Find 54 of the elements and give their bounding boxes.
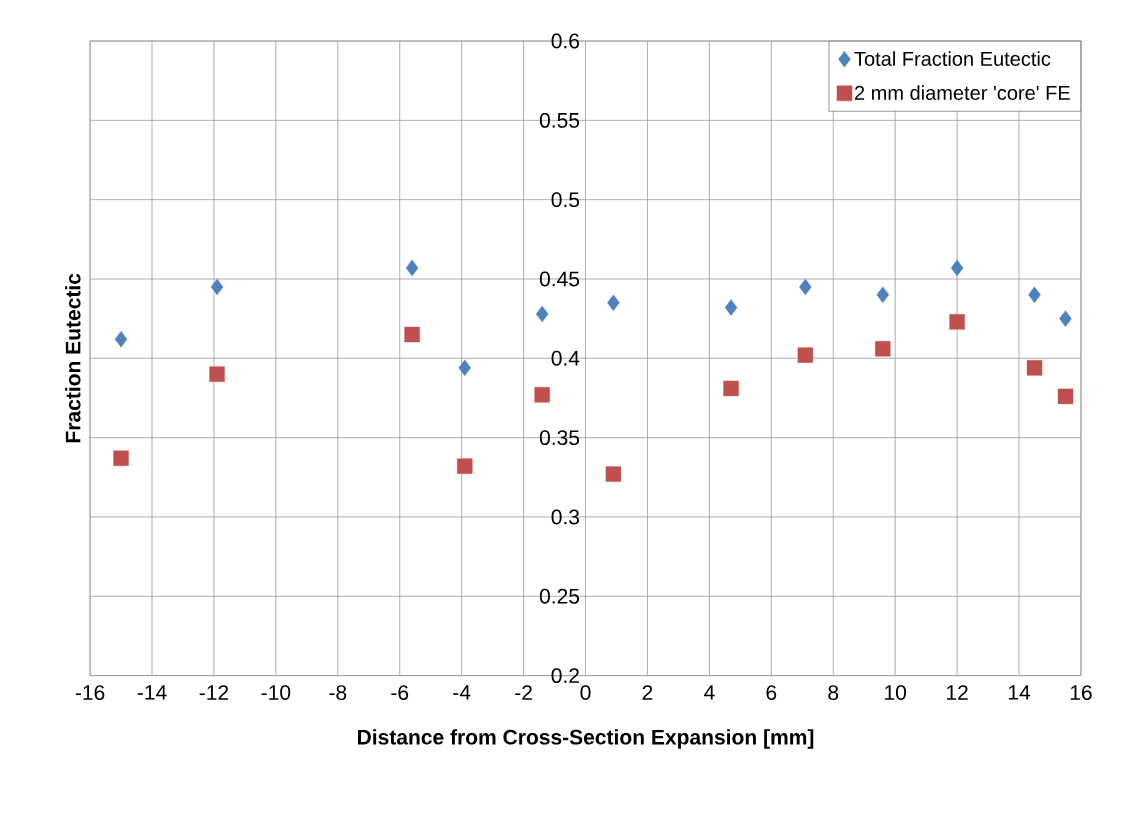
point <box>875 341 891 357</box>
legend-label: 2 mm diameter 'core' FE <box>854 85 1070 101</box>
point <box>950 259 964 277</box>
point <box>876 286 889 304</box>
point <box>210 278 224 296</box>
point <box>535 305 549 323</box>
x-tick-label: -14 <box>137 685 167 700</box>
point <box>113 450 129 467</box>
y-axis-title: Fraction Eutectic <box>65 273 81 443</box>
point <box>458 359 471 377</box>
x-tick-label: -12 <box>199 685 229 700</box>
point <box>1059 310 1072 327</box>
x-tick-label: -2 <box>515 685 532 700</box>
x-tick-label: 16 <box>1070 685 1092 701</box>
point <box>799 278 812 296</box>
x-tick-label: 10 <box>885 685 907 701</box>
point <box>723 380 739 397</box>
point <box>1026 360 1043 376</box>
y-tick-label: 0.2 <box>551 668 579 684</box>
x-tick-label: 12 <box>947 685 968 700</box>
y-tick-label: 0.4 <box>551 351 580 366</box>
y-tick-label: 0.35 <box>539 430 580 446</box>
y-tick-label: 0.3 <box>551 509 580 525</box>
x-tick-label: -16 <box>75 685 105 701</box>
point <box>404 326 420 343</box>
x-tick-label: 2 <box>642 685 653 700</box>
point <box>209 366 225 383</box>
y-tick-label: 0.5 <box>551 192 580 208</box>
point <box>1028 286 1041 304</box>
x-tick-label: -8 <box>329 685 347 701</box>
x-tick-label: -10 <box>261 685 291 701</box>
point <box>949 314 965 330</box>
point <box>724 299 738 316</box>
point <box>405 259 419 277</box>
y-tick-label: 0.25 <box>539 588 580 604</box>
x-tick-label: 14 <box>1008 685 1031 700</box>
x-axis-title: Distance from Cross-Section Expansion [mm] <box>358 729 814 749</box>
point <box>605 466 622 482</box>
x-tick-label: 0 <box>580 685 591 701</box>
x-tick-label: 8 <box>828 685 839 701</box>
point <box>457 458 473 475</box>
x-tick-label: 6 <box>766 685 777 701</box>
point <box>1057 388 1074 405</box>
x-tick-label: -6 <box>391 685 409 701</box>
x-tick-label: 4 <box>704 685 715 700</box>
point <box>797 347 814 363</box>
point <box>534 387 550 403</box>
legend-label: Total Fraction Eutectic <box>854 51 1051 67</box>
x-tick-label: -4 <box>453 685 471 700</box>
y-tick-label: 0.6 <box>551 33 580 49</box>
y-tick-label: 0.55 <box>539 113 580 128</box>
point <box>607 294 620 312</box>
y-tick-label: 0.45 <box>539 271 580 287</box>
point <box>114 331 128 348</box>
